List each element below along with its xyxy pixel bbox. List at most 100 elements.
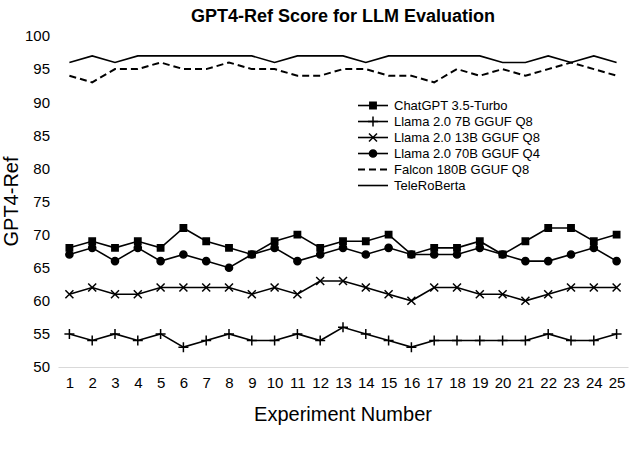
marker <box>294 231 300 237</box>
marker <box>385 244 392 251</box>
marker <box>178 342 188 352</box>
marker <box>454 245 460 251</box>
x-tick: 8 <box>225 367 233 391</box>
marker <box>270 336 280 346</box>
marker <box>271 244 278 251</box>
marker <box>294 258 301 265</box>
marker <box>112 245 118 251</box>
series-markers <box>64 322 621 352</box>
marker <box>567 284 575 292</box>
marker <box>475 336 485 346</box>
legend-marker <box>370 102 376 108</box>
legend-swatch <box>358 185 388 187</box>
series-markers <box>65 277 620 305</box>
y-tick: 65 <box>33 259 58 276</box>
y-tick-label: 85 <box>33 127 50 144</box>
chart-title: GPT4-Ref Score for LLM Evaluation <box>191 6 495 26</box>
x-tick-label: 6 <box>180 374 188 391</box>
legend-swatch <box>358 169 388 171</box>
marker <box>134 244 141 251</box>
marker <box>156 329 166 339</box>
y-axis: 50556065707580859095100 <box>25 27 59 375</box>
chart-svg: 5055606570758085909510012345678910111213… <box>0 0 640 449</box>
marker <box>110 329 120 339</box>
x-tick-label: 7 <box>203 374 211 391</box>
marker <box>179 284 187 292</box>
marker <box>201 336 211 346</box>
series-markers <box>66 225 620 258</box>
x-tick-label: 19 <box>472 374 489 391</box>
x-tick: 10 <box>267 367 284 391</box>
marker <box>545 225 551 231</box>
marker <box>545 258 552 265</box>
marker <box>133 336 143 346</box>
marker <box>591 238 597 244</box>
marker <box>202 284 210 292</box>
marker <box>499 251 506 258</box>
x-tick: 11 <box>290 367 306 391</box>
y-tick-label: 70 <box>33 226 50 243</box>
marker <box>248 290 256 298</box>
x-tick-label: 11 <box>290 374 306 391</box>
x-tick-label: 24 <box>586 374 603 391</box>
legend-item: Falcon 180B GGUF Q8 <box>358 162 529 177</box>
marker <box>431 251 438 258</box>
x-tick: 22 <box>540 367 557 391</box>
x-tick: 13 <box>335 367 352 391</box>
marker <box>248 251 255 258</box>
marker <box>65 290 73 298</box>
marker <box>339 244 346 251</box>
legend-item: Llama 2.0 13B GGUF Q8 <box>358 130 540 145</box>
marker <box>453 284 461 292</box>
x-tick: 20 <box>495 367 512 391</box>
marker <box>89 238 95 244</box>
x-tick-label: 3 <box>111 374 119 391</box>
legend-item: Llama 2.0 7B GGUF Q8 <box>358 114 533 129</box>
x-tick: 19 <box>472 367 489 391</box>
legend-item: TeleRoBerta <box>358 178 466 193</box>
x-tick: 7 <box>203 367 211 391</box>
marker <box>157 258 164 265</box>
plot-area: 5055606570758085909510012345678910111213… <box>25 27 629 390</box>
marker <box>476 290 484 298</box>
y-tick: 70 <box>33 226 58 243</box>
x-tick: 24 <box>586 367 603 391</box>
marker <box>225 284 233 292</box>
marker <box>157 245 163 251</box>
marker <box>224 329 234 339</box>
marker <box>408 251 414 257</box>
marker <box>543 329 553 339</box>
x-tick-label: 10 <box>267 374 284 391</box>
y-tick: 60 <box>33 292 58 309</box>
x-tick-label: 20 <box>495 374 512 391</box>
legend-item: ChatGPT 3.5-Turbo <box>358 98 507 113</box>
marker <box>498 336 508 346</box>
y-tick: 50 <box>33 358 58 375</box>
marker <box>111 258 118 265</box>
x-tick-label: 18 <box>449 374 466 391</box>
x-tick-label: 2 <box>89 374 97 391</box>
marker <box>317 245 323 251</box>
x-tick-label: 14 <box>358 374 375 391</box>
x-tick-label: 12 <box>312 374 329 391</box>
marker <box>384 336 394 346</box>
x-tick-label: 25 <box>609 374 626 391</box>
marker <box>226 245 232 251</box>
x-tick-label: 13 <box>335 374 352 391</box>
marker <box>566 336 576 346</box>
x-axis: 1234567891011121314151617181920212223242… <box>59 367 629 391</box>
x-tick-label: 21 <box>518 374 535 391</box>
y-tick: 90 <box>33 94 58 111</box>
marker <box>613 258 620 265</box>
marker <box>362 284 370 292</box>
y-tick-label: 65 <box>33 259 50 276</box>
x-tick: 23 <box>563 367 580 391</box>
y-tick: 95 <box>33 60 58 77</box>
x-tick-label: 1 <box>66 374 74 391</box>
y-tick: 75 <box>33 193 58 210</box>
legend-item: Llama 2.0 70B GGUF Q4 <box>358 146 540 161</box>
marker <box>613 231 619 237</box>
x-axis-title: Experiment Number <box>254 403 432 425</box>
x-tick-label: 23 <box>563 374 580 391</box>
marker <box>271 284 279 292</box>
